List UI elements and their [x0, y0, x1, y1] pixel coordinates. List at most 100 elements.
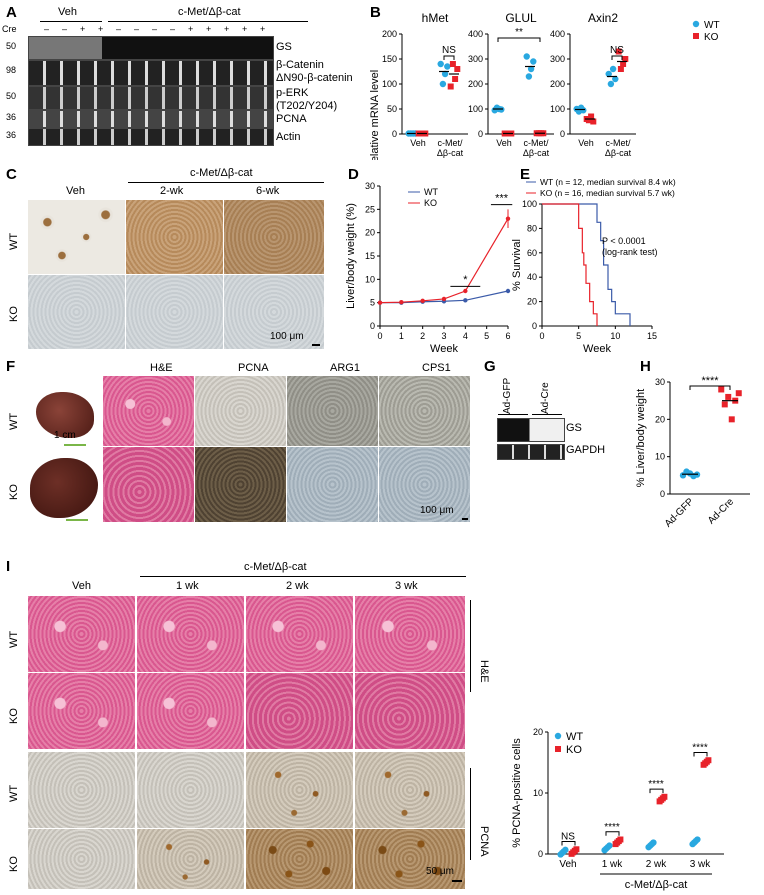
d-xtick-label: 3 — [441, 331, 446, 341]
i-img-he-ko-1wk — [137, 673, 244, 749]
d-legend-label: KO — [424, 198, 437, 208]
b-point — [590, 118, 597, 125]
b-ytick-label: 400 — [468, 29, 483, 39]
b-cat-label: Veh — [410, 138, 426, 148]
i-img-pcna-ko-1wk — [137, 829, 244, 889]
i-sig-label: NS — [561, 832, 575, 843]
i-sig-bracket — [649, 788, 664, 794]
panel-label-i: I — [6, 558, 11, 575]
g-lane-gfp: Ad-GFP — [502, 377, 513, 414]
a-pcna-blot — [28, 110, 274, 128]
i-img-pcna-wt-veh — [28, 752, 135, 828]
i-ytick-label: 20 — [533, 727, 543, 737]
h-point — [721, 401, 728, 408]
d-point — [441, 296, 447, 302]
i-point — [694, 836, 701, 843]
i-img-he-wt-3wk — [355, 596, 465, 672]
c-col-2wk: 2-wk — [160, 185, 184, 197]
e-ytick-label: 100 — [522, 199, 537, 209]
c-col-6wk: 6-wk — [256, 185, 280, 197]
e-ytick-label: 20 — [527, 297, 537, 307]
a-band-dn90: ΔN90-β-catenin — [276, 72, 353, 84]
f-scale-bar — [462, 518, 468, 520]
i-cat-label: Veh — [559, 859, 576, 870]
f-photo-scale-bar — [64, 444, 86, 446]
chart-e: 0 20 40 60 80 100 0 5 10 15 Week % Survival WT (n = … — [511, 177, 676, 355]
a-cmet-line — [108, 21, 308, 22]
i-img-pcna-wt-1wk — [137, 752, 244, 828]
a-band-actin: Actin — [276, 131, 301, 143]
a-band-pcna: PCNA — [276, 113, 307, 125]
f-photo-scale-bar-ko — [66, 519, 88, 521]
e-survival-curve — [542, 203, 598, 326]
i-img-pcna-ko-2wk — [246, 829, 353, 889]
i-img-he-wt-1wk — [137, 596, 244, 672]
b-point — [607, 80, 615, 88]
b-ytick-label: 0 — [392, 129, 397, 139]
f-img-ko-he — [103, 447, 194, 522]
b-ytick-label: 0 — [560, 129, 565, 139]
d-series-line — [379, 218, 509, 304]
b-point — [447, 83, 454, 90]
b-cat-label: Veh — [578, 138, 594, 148]
i-cat-label: 1 wk — [602, 859, 624, 870]
panel-label-h: H — [640, 358, 651, 375]
d-sig-1: * — [463, 274, 468, 286]
chart-i: 0 10 20 % PCNA-positive cells Veh 1 wk 2 wk 3 w… — [511, 727, 724, 891]
i-sig-bracket — [605, 831, 620, 836]
a-veh-label: Veh — [58, 6, 77, 18]
b-point — [622, 56, 629, 62]
b-ytick-label: 200 — [468, 79, 483, 89]
f-img-ko-cps1 — [379, 447, 470, 522]
i-row-he-ko: KO — [8, 708, 20, 724]
i-img-pcna-wt-2wk — [246, 752, 353, 828]
g-lane-cre: Ad-Cre — [540, 382, 551, 414]
d-xtick-label: 2 — [420, 331, 425, 341]
b-subplot-title: GLUL — [505, 11, 537, 25]
d-ytick-label: 5 — [370, 298, 375, 308]
e-ytick-label: 80 — [527, 223, 537, 233]
b-point — [580, 107, 587, 114]
c-scale-label: 100 μm — [270, 331, 304, 342]
i-col-veh: Veh — [72, 580, 91, 592]
a-cre-sign: – — [152, 24, 158, 34]
d-point — [463, 298, 468, 303]
g-gs-blot — [497, 418, 565, 442]
i-scale-bar — [452, 880, 462, 882]
b-point — [444, 63, 451, 70]
d-ytick-label: 20 — [365, 228, 375, 238]
f-img-ko-pcna — [195, 447, 286, 522]
b-cat-label: c-Met/ — [605, 138, 631, 148]
d-point — [399, 300, 404, 305]
i-img-he-ko-3wk — [355, 673, 465, 749]
d-xtick-label: 6 — [505, 331, 510, 341]
d-point — [505, 288, 511, 294]
g-lane-gfp-line — [498, 414, 528, 415]
d-ytick-label: 25 — [365, 204, 375, 214]
b-point — [588, 113, 595, 120]
panel-label-c: C — [6, 166, 17, 183]
h-ytick-label: 10 — [655, 452, 665, 462]
d-legend-label: WT — [424, 187, 438, 197]
a-marker-2: 98 — [6, 65, 17, 75]
f-row-ko: KO — [8, 484, 20, 500]
b-point — [441, 70, 449, 78]
f-row-wt: WT — [8, 412, 20, 430]
i-row-pcna-ko: KO — [8, 856, 20, 872]
i-img-pcna-ko-3wk — [355, 829, 465, 889]
h-ylabel: % Liver/body weight — [635, 389, 647, 487]
i-img-he-wt-2wk — [246, 596, 353, 672]
h-ytick-label: 0 — [660, 489, 665, 499]
a-cre-sign: + — [260, 24, 266, 34]
h-ytick-label: 30 — [655, 377, 665, 387]
a-cre-sign: + — [80, 24, 86, 34]
i-point — [661, 793, 668, 800]
e-legend-label: WT (n = 12, median survival 8.4 wk) — [540, 177, 676, 187]
i-point — [562, 846, 569, 854]
d-ytick-label: 30 — [365, 181, 375, 191]
b-ylabel: Relative mRNA level — [369, 70, 381, 160]
a-cre-label: Cre — [2, 24, 17, 34]
panel-label-f: F — [6, 358, 16, 375]
a-bcat-blot — [28, 60, 274, 86]
i-ytick-label: 0 — [538, 849, 543, 859]
